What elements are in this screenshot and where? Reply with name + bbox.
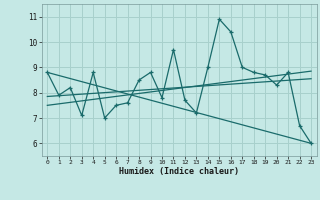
X-axis label: Humidex (Indice chaleur): Humidex (Indice chaleur) <box>119 167 239 176</box>
